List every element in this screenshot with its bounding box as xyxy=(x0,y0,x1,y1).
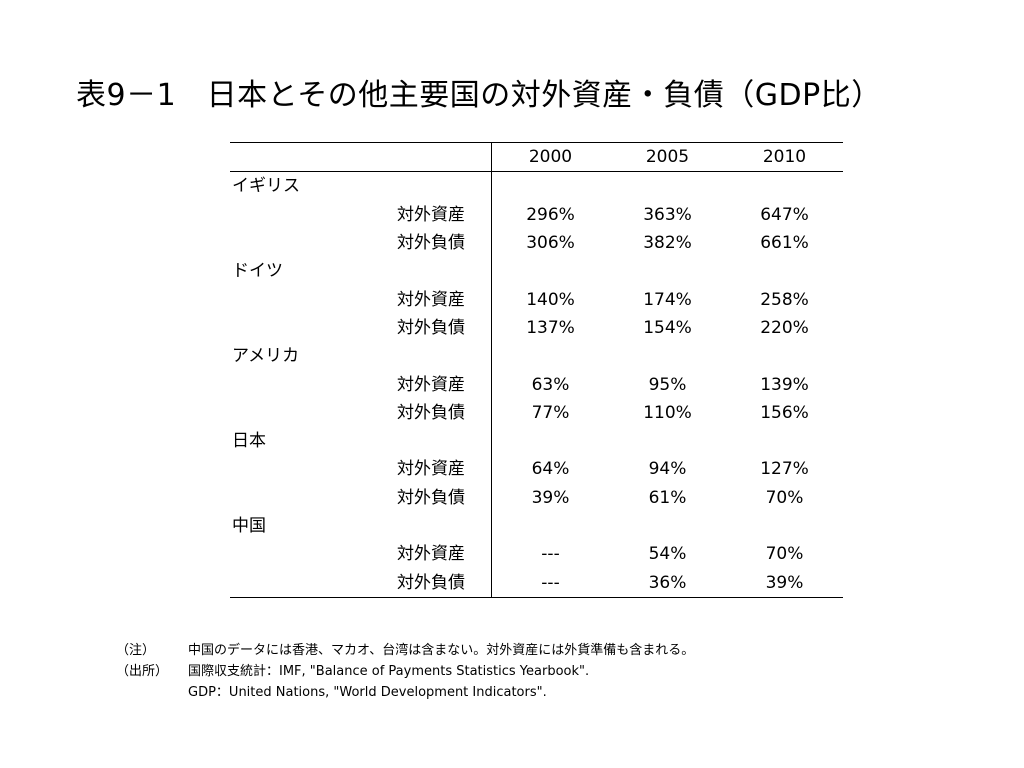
metric-label: 対外資産 xyxy=(230,285,492,314)
empty-cell xyxy=(492,172,610,201)
source-gdp: GDP：United Nations, "World Development I… xyxy=(188,685,547,700)
value-cell: 36% xyxy=(609,568,726,598)
header-blank-cell xyxy=(230,141,492,173)
metric-label: 対外資産 xyxy=(230,540,492,569)
value-cell: 139% xyxy=(760,374,809,395)
metric-label: 対外負債 xyxy=(230,228,492,258)
table-row: 対外負債 --- 36% 39% xyxy=(230,568,843,598)
empty-cell xyxy=(492,257,610,285)
empty-cell xyxy=(492,342,610,370)
value-cell: 137% xyxy=(526,317,575,338)
value-cell: 94% xyxy=(648,459,687,480)
value-cell: 296% xyxy=(526,204,575,225)
value-cell: 39% xyxy=(726,568,843,598)
source-indent xyxy=(116,682,188,703)
empty-cell xyxy=(726,172,843,201)
empty-cell xyxy=(609,172,726,201)
empty-cell xyxy=(609,512,726,540)
metric-label: 対外負債 xyxy=(230,398,492,427)
table-row: 対外負債 77% 110% 156% xyxy=(230,398,843,427)
value-cell: 127% xyxy=(760,459,809,480)
source-tag: （出所） xyxy=(116,664,169,679)
country-row: イギリス xyxy=(230,171,843,201)
table-header-row: 2000 2005 2010 xyxy=(230,141,843,173)
table-row: 対外資産 64% 94% 127% xyxy=(230,455,843,484)
empty-cell xyxy=(726,342,843,370)
country-row: アメリカ xyxy=(230,342,843,371)
empty-cell xyxy=(492,427,610,455)
empty-cell xyxy=(609,257,726,285)
value-cell: 70% xyxy=(765,487,804,508)
country-name: イギリス xyxy=(230,171,492,201)
value-cell: 64% xyxy=(531,459,570,480)
empty-cell xyxy=(609,427,726,455)
source-bop: 国際収支統計：IMF, "Balance of Payments Statist… xyxy=(188,664,590,679)
value-cell: --- xyxy=(541,544,560,565)
metric-label: 対外負債 xyxy=(230,483,492,512)
empty-cell xyxy=(492,512,610,540)
asset-liability-table: 2000 2005 2010 イギリス 対外資産 296% 363% 647% 対外負債 3… xyxy=(230,141,843,598)
header-year-2010: 2010 xyxy=(726,141,843,173)
table-row: 対外資産 140% 174% 258% xyxy=(230,285,843,314)
value-cell: 647% xyxy=(760,204,809,225)
country-row: 日本 xyxy=(230,426,843,456)
empty-cell xyxy=(726,257,843,285)
country-name: 日本 xyxy=(230,426,492,456)
value-cell: 63% xyxy=(531,374,570,395)
value-cell: 382% xyxy=(643,233,692,254)
country-name: アメリカ xyxy=(230,342,492,371)
empty-cell xyxy=(609,342,726,370)
value-cell: 39% xyxy=(531,487,570,508)
value-cell: 156% xyxy=(760,402,809,423)
source-line: （出所） 国際収支統計：IMF, "Balance of Payments St… xyxy=(116,661,694,682)
value-cell: 220% xyxy=(760,317,809,338)
note-tag: （注） xyxy=(116,643,156,658)
metric-label: 対外負債 xyxy=(230,313,492,343)
metric-label: 対外資産 xyxy=(230,455,492,484)
value-cell: 61% xyxy=(648,487,687,508)
value-cell: 363% xyxy=(643,204,692,225)
table-row: 対外負債 306% 382% 661% xyxy=(230,228,843,258)
value-cell: 54% xyxy=(648,544,687,565)
empty-cell xyxy=(726,512,843,540)
metric-label: 対外資産 xyxy=(230,370,492,399)
value-cell: 70% xyxy=(765,544,804,565)
country-name: 中国 xyxy=(230,511,492,541)
source-gdp-line: GDP：United Nations, "World Development I… xyxy=(116,682,694,703)
metric-label: 対外資産 xyxy=(230,200,492,229)
metric-label: 対外負債 xyxy=(230,568,492,598)
empty-cell xyxy=(726,427,843,455)
value-cell: 154% xyxy=(643,317,692,338)
table-row: 対外資産 --- 54% 70% xyxy=(230,540,843,569)
value-cell: 140% xyxy=(526,289,575,310)
value-cell: 174% xyxy=(643,289,692,310)
slide-title: 表9－1 日本とその他主要国の対外資産・負債（GDP比） xyxy=(76,78,882,113)
table-row: 対外資産 296% 363% 647% xyxy=(230,200,843,229)
value-cell: 110% xyxy=(643,402,692,423)
table-body: イギリス 対外資産 296% 363% 647% 対外負債 306% 382% 661% ドイツ対… xyxy=(230,171,843,598)
header-year-2005: 2005 xyxy=(609,141,726,173)
value-cell: 661% xyxy=(760,233,809,254)
country-row: 中国 xyxy=(230,511,843,541)
table-row: 対外負債 137% 154% 220% xyxy=(230,313,843,343)
value-cell: 77% xyxy=(531,402,570,423)
footnotes: （注） 中国のデータには香港、マカオ、台湾は含まない。対外資産には外貨準備も含ま… xyxy=(116,640,694,703)
note-text: 中国のデータには香港、マカオ、台湾は含まない。対外資産には外貨準備も含まれる。 xyxy=(188,643,695,658)
country-name: ドイツ xyxy=(230,257,492,286)
country-row: ドイツ xyxy=(230,257,843,286)
value-cell: 258% xyxy=(760,289,809,310)
note-line: （注） 中国のデータには香港、マカオ、台湾は含まない。対外資産には外貨準備も含ま… xyxy=(116,640,694,661)
value-cell: 95% xyxy=(648,374,687,395)
value-cell: 306% xyxy=(526,233,575,254)
value-cell: --- xyxy=(491,568,609,598)
header-year-2000: 2000 xyxy=(491,141,609,173)
table-row: 対外負債 39% 61% 70% xyxy=(230,483,843,512)
table-row: 対外資産 63% 95% 139% xyxy=(230,370,843,399)
